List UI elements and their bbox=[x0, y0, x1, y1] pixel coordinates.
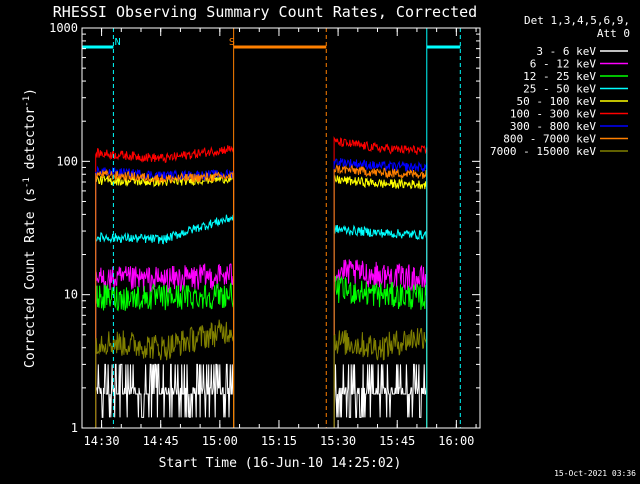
series-line bbox=[95, 275, 428, 428]
x-tick-label: 14:45 bbox=[143, 434, 179, 448]
y-tick-label: 1 bbox=[71, 421, 78, 435]
y-tick-label: 1000 bbox=[49, 21, 78, 35]
y-axis-label: Corrected Count Rate (s-1 detector-1) bbox=[22, 88, 38, 368]
x-tick-label: 14:30 bbox=[84, 434, 120, 448]
y-tick-label: 100 bbox=[56, 154, 78, 168]
footer-date: 15-Oct-2021 03:36 bbox=[554, 469, 636, 478]
legend-header-line2: Att 0 bbox=[597, 27, 630, 40]
series-line bbox=[95, 173, 428, 428]
legend-entry-label: 50 - 100 keV bbox=[517, 95, 597, 108]
x-tick-label: 15:15 bbox=[261, 434, 297, 448]
legend-entry-label: 300 - 800 keV bbox=[510, 120, 596, 133]
plot-frame bbox=[81, 27, 481, 429]
legend-entry-label: 12 - 25 keV bbox=[523, 70, 596, 83]
legend-entry-label: 6 - 12 keV bbox=[530, 58, 597, 71]
legend-entry-label: 800 - 7000 keV bbox=[503, 133, 596, 146]
orbit-marker-label: S bbox=[229, 37, 235, 48]
series-line bbox=[95, 136, 428, 428]
legend-header-line1: Det 1,3,4,5,6,9, bbox=[524, 14, 630, 27]
legend-entry-label: 3 - 6 keV bbox=[536, 45, 596, 58]
series-line bbox=[95, 259, 428, 428]
series-line bbox=[95, 319, 428, 428]
axes: 1 10 100 1000 14:30 14:45 15:00 15:15 15:30 15:45… bbox=[49, 21, 481, 448]
y-tick-label: 10 bbox=[64, 288, 78, 302]
x-axis-label: Start Time (16-Jun-10 14:25:02) bbox=[159, 456, 402, 471]
legend-entry-label: 25 - 50 keV bbox=[523, 83, 596, 96]
chart-title: RHESSI Observing Summary Count Rates, Co… bbox=[53, 3, 477, 21]
series-line bbox=[95, 164, 428, 428]
legend-entry-label: 100 - 300 keV bbox=[510, 108, 596, 121]
series-group bbox=[95, 136, 428, 428]
x-tick-label: 16:00 bbox=[438, 434, 474, 448]
x-tick-label: 15:45 bbox=[379, 434, 415, 448]
series-line bbox=[95, 363, 428, 428]
series-line bbox=[95, 213, 428, 428]
orbit-marker-label: N bbox=[115, 37, 121, 48]
x-tick-label: 15:30 bbox=[320, 434, 356, 448]
legend-entry-label: 7000 - 15000 keV bbox=[490, 145, 596, 158]
x-tick-label: 15:00 bbox=[202, 434, 238, 448]
